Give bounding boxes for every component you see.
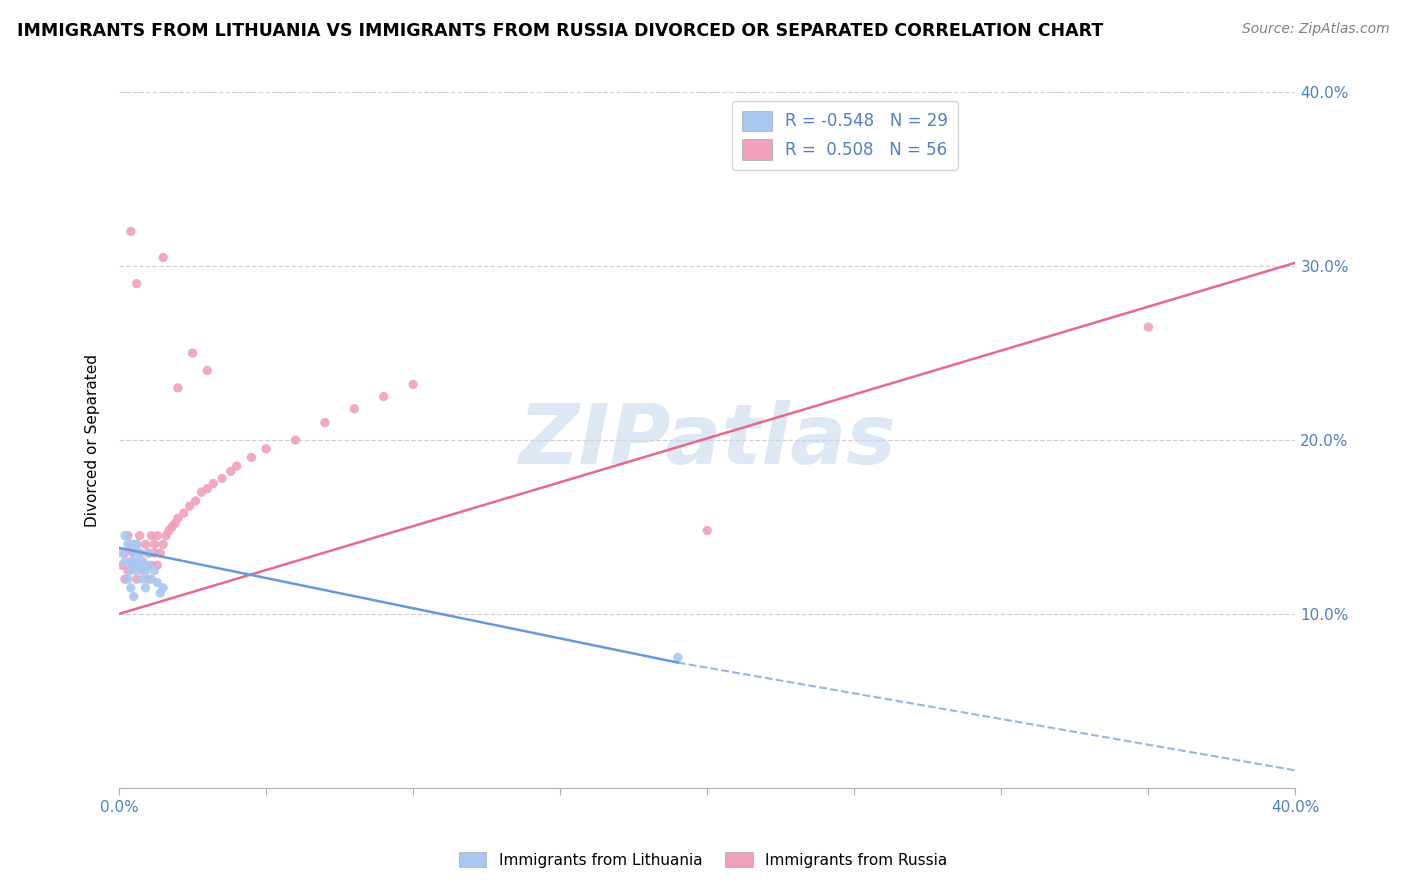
- Point: [146, 529, 169, 543]
- Point: [152, 537, 174, 551]
- Point: [122, 558, 145, 573]
- Point: [666, 650, 689, 665]
- Point: [143, 564, 166, 578]
- Point: [114, 555, 136, 569]
- Point: [190, 485, 212, 500]
- Point: [125, 572, 148, 586]
- Point: [163, 516, 186, 531]
- Point: [138, 546, 160, 560]
- Point: [141, 558, 163, 573]
- Point: [143, 546, 166, 560]
- Point: [314, 416, 336, 430]
- Point: [138, 558, 160, 573]
- Point: [211, 471, 233, 485]
- Point: [173, 506, 195, 520]
- Point: [181, 346, 204, 360]
- Point: [111, 546, 134, 560]
- Point: [122, 590, 145, 604]
- Point: [219, 464, 242, 478]
- Point: [125, 537, 148, 551]
- Legend: Immigrants from Lithuania, Immigrants from Russia: Immigrants from Lithuania, Immigrants fr…: [453, 846, 953, 873]
- Point: [141, 529, 163, 543]
- Point: [696, 524, 718, 538]
- Point: [160, 520, 183, 534]
- Point: [240, 450, 263, 465]
- Point: [117, 537, 139, 551]
- Point: [125, 555, 148, 569]
- Point: [225, 459, 247, 474]
- Point: [134, 564, 156, 578]
- Y-axis label: Divorced or Separated: Divorced or Separated: [86, 353, 100, 526]
- Point: [138, 546, 160, 560]
- Point: [125, 564, 148, 578]
- Point: [114, 529, 136, 543]
- Point: [146, 575, 169, 590]
- Point: [122, 546, 145, 560]
- Point: [125, 277, 148, 291]
- Text: IMMIGRANTS FROM LITHUANIA VS IMMIGRANTS FROM RUSSIA DIVORCED OR SEPARATED CORREL: IMMIGRANTS FROM LITHUANIA VS IMMIGRANTS …: [17, 22, 1104, 40]
- Point: [143, 537, 166, 551]
- Point: [141, 572, 163, 586]
- Point: [152, 251, 174, 265]
- Point: [117, 529, 139, 543]
- Point: [155, 529, 177, 543]
- Point: [120, 581, 142, 595]
- Point: [111, 558, 134, 573]
- Point: [1137, 320, 1160, 334]
- Text: ZIPatlas: ZIPatlas: [519, 400, 896, 481]
- Point: [117, 572, 139, 586]
- Point: [167, 511, 190, 525]
- Point: [167, 381, 190, 395]
- Point: [114, 546, 136, 560]
- Point: [122, 537, 145, 551]
- Point: [195, 482, 218, 496]
- Point: [179, 499, 201, 513]
- Point: [128, 546, 150, 560]
- Point: [152, 581, 174, 595]
- Point: [134, 558, 156, 573]
- Point: [117, 564, 139, 578]
- Point: [131, 564, 153, 578]
- Point: [120, 537, 142, 551]
- Point: [122, 546, 145, 560]
- Point: [134, 581, 156, 595]
- Point: [128, 546, 150, 560]
- Point: [120, 224, 142, 238]
- Point: [402, 377, 425, 392]
- Point: [128, 529, 150, 543]
- Point: [120, 555, 142, 569]
- Text: Source: ZipAtlas.com: Source: ZipAtlas.com: [1241, 22, 1389, 37]
- Point: [343, 401, 366, 416]
- Point: [122, 558, 145, 573]
- Point: [131, 555, 153, 569]
- Point: [125, 537, 148, 551]
- Point: [157, 524, 180, 538]
- Legend: R = -0.548   N = 29, R =  0.508   N = 56: R = -0.548 N = 29, R = 0.508 N = 56: [731, 101, 957, 169]
- Point: [128, 558, 150, 573]
- Point: [373, 390, 395, 404]
- Point: [131, 572, 153, 586]
- Point: [131, 555, 153, 569]
- Point: [146, 558, 169, 573]
- Point: [114, 572, 136, 586]
- Point: [149, 586, 172, 600]
- Point: [120, 555, 142, 569]
- Point: [195, 363, 218, 377]
- Point: [138, 572, 160, 586]
- Point: [184, 494, 207, 508]
- Point: [284, 433, 307, 447]
- Point: [149, 546, 172, 560]
- Point: [120, 564, 142, 578]
- Point: [134, 537, 156, 551]
- Point: [254, 442, 277, 456]
- Point: [202, 476, 225, 491]
